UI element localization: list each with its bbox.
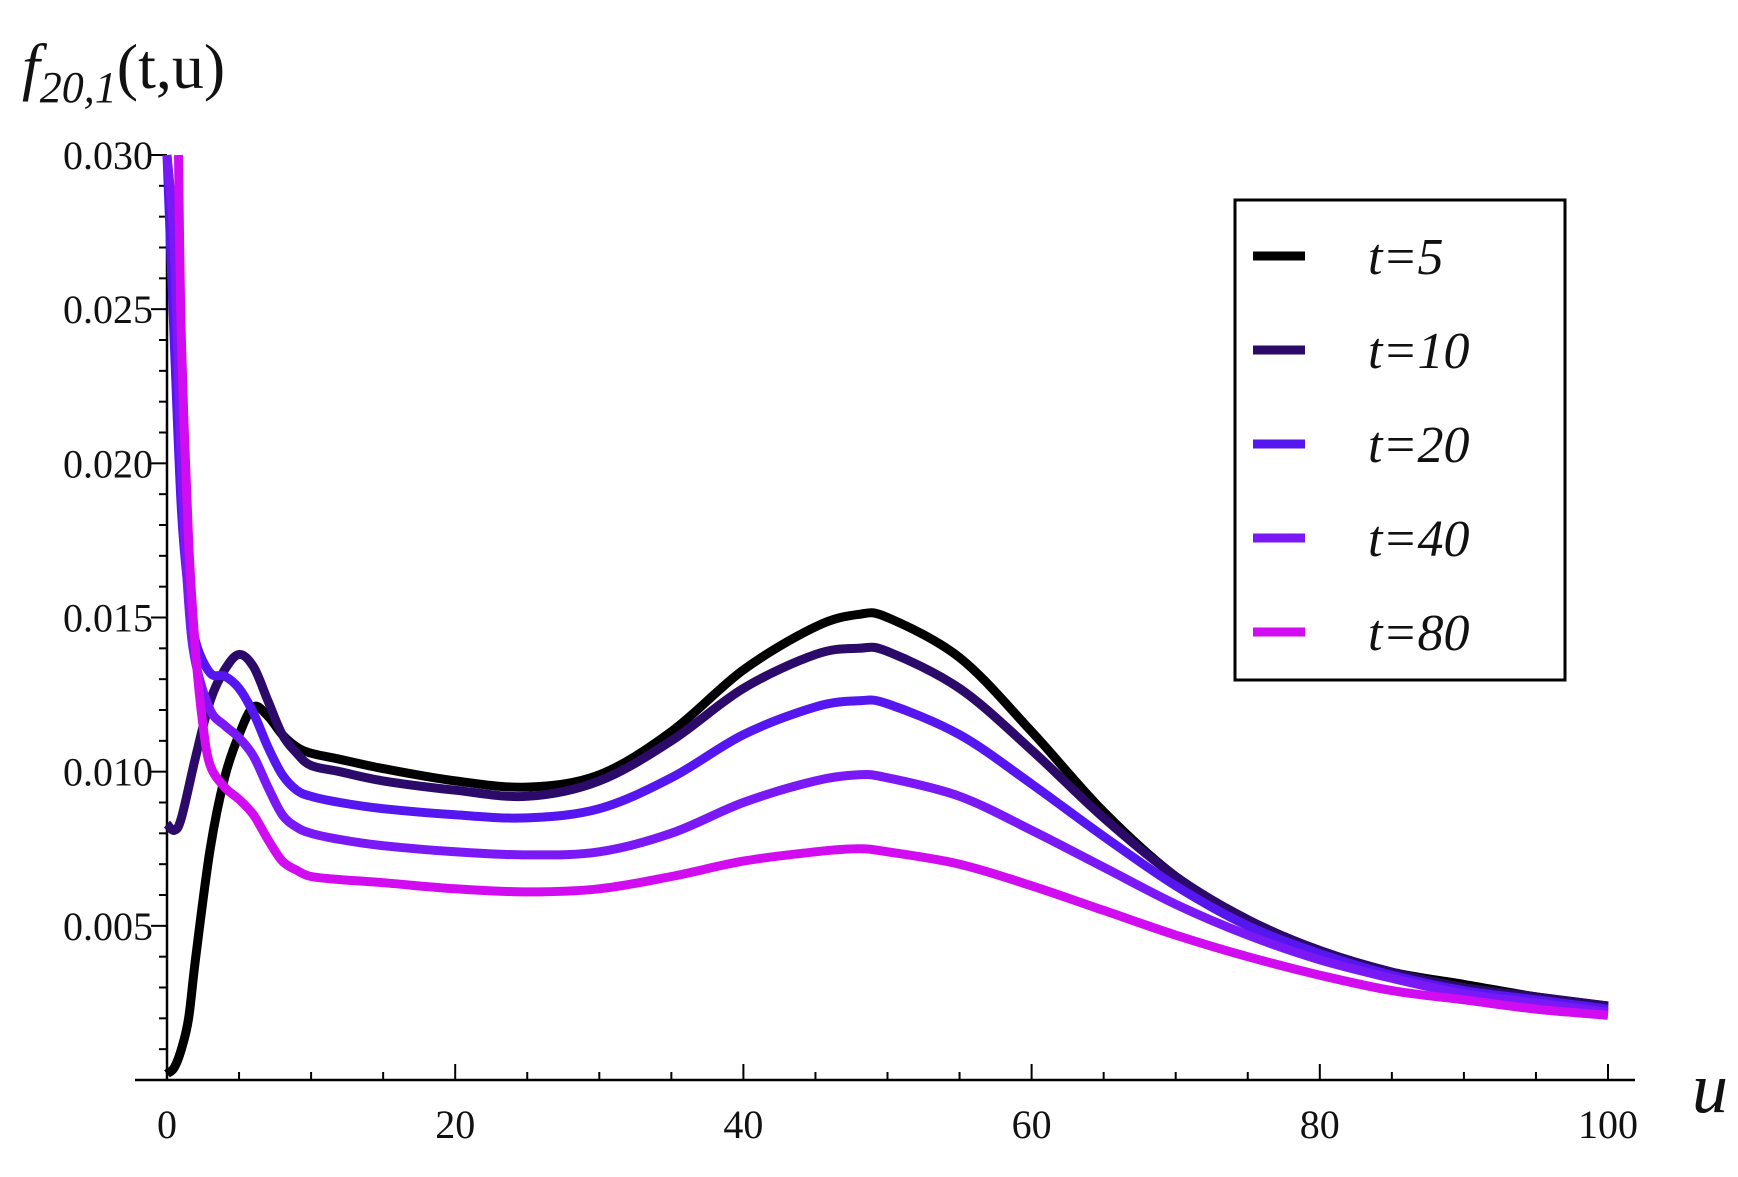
legend-label-t-20: t=20 <box>1368 417 1470 474</box>
y-axis-title-subscript: 20,1 <box>40 63 117 112</box>
x-tick-label: 100 <box>1578 1102 1638 1147</box>
x-axis-title: u <box>1692 1048 1728 1128</box>
legend-label-t-5: t=5 <box>1368 229 1444 286</box>
series-line-t-10 <box>163 642 1609 1011</box>
y-tick-label: 0.010 <box>63 750 153 795</box>
x-tick-label: 0 <box>157 1102 177 1147</box>
x-tick-label: 20 <box>435 1102 475 1147</box>
y-tick-label: 0.020 <box>63 441 153 486</box>
legend-label-t-80: t=80 <box>1368 605 1470 662</box>
series-line-t-80 <box>174 154 1609 1020</box>
x-tick-label: 80 <box>1300 1102 1340 1147</box>
x-tick-label: 60 <box>1012 1102 1052 1147</box>
legend: t=5 t=10 t=20 t=40 t=80 <box>1233 198 1567 682</box>
y-tick-label: 0.005 <box>63 904 153 949</box>
y-axis-title-args: (t,u) <box>117 31 225 102</box>
y-tick-label: 0.015 <box>63 596 153 641</box>
y-tick-label: 0.030 <box>63 133 153 178</box>
x-tick-label: 40 <box>723 1102 763 1147</box>
y-tick-label: 0.025 <box>63 287 153 332</box>
axes: 0 20 40 60 80 100 0.005 0.010 0.015 0.020 0.025 0.0… <box>63 133 1638 1147</box>
legend-label-t-40: t=40 <box>1368 511 1470 568</box>
series-line-t-20 <box>162 154 1609 1014</box>
legend-label-t-10: t=10 <box>1368 323 1470 380</box>
y-axis-title: f20,1(t,u) <box>22 31 225 112</box>
series-layer <box>162 154 1609 1078</box>
